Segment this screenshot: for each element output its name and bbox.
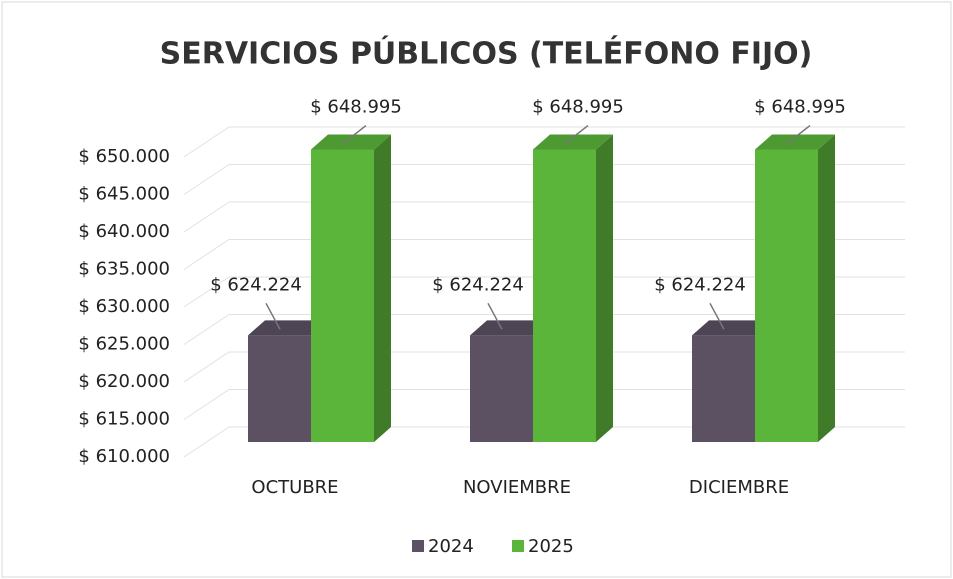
legend-swatch (412, 540, 424, 552)
bar (470, 335, 533, 442)
grid-line (183, 126, 905, 158)
x-tick-label: NOVIEMBRE (463, 477, 571, 498)
data-label: $ 624.224 (210, 274, 302, 295)
y-tick-label: $ 635.000 (78, 259, 170, 280)
bar-side (374, 134, 391, 442)
grid-line (183, 201, 905, 233)
bar-top (248, 320, 328, 336)
bar-side (596, 134, 613, 442)
leader-line (265, 302, 281, 330)
grid-line (183, 239, 905, 270)
leader-line (487, 302, 503, 330)
x-tick-label: DICIEMBRE (689, 477, 789, 498)
legend-label: 2025 (528, 536, 574, 557)
y-tick-label: $ 615.000 (78, 409, 170, 430)
y-tick-label: $ 630.000 (78, 296, 170, 317)
data-label: $ 648.995 (754, 97, 846, 118)
leader-line (709, 302, 725, 330)
bar (692, 335, 755, 442)
leader-line (564, 124, 589, 145)
legend-label: 2024 (428, 536, 474, 557)
bar-top (311, 134, 391, 150)
leader-line (786, 124, 811, 145)
grid-line (183, 351, 905, 383)
y-tick-label: $ 640.000 (78, 221, 170, 242)
bar (311, 149, 374, 442)
y-tick-label: $ 620.000 (78, 371, 170, 392)
grid-line (183, 276, 905, 308)
legend-swatch (512, 540, 524, 552)
grid-line (183, 314, 905, 345)
grid-line (183, 164, 905, 195)
bar-top (533, 134, 613, 150)
data-label: $ 648.995 (532, 97, 624, 118)
bar-top (470, 320, 550, 336)
bar-side (818, 134, 835, 442)
x-tick-label: OCTUBRE (251, 477, 338, 498)
bar-top (755, 134, 835, 150)
y-tick-label: $ 610.000 (78, 446, 170, 467)
bar (755, 149, 818, 442)
data-label: $ 624.224 (654, 274, 746, 295)
chart-title: SERVICIOS PÚBLICOS (TELÉFONO FIJO) (160, 35, 813, 72)
y-tick-label: $ 650.000 (78, 146, 170, 167)
bar-top (692, 320, 772, 336)
leader-line (342, 124, 367, 145)
grid-line (183, 389, 905, 420)
y-tick-label: $ 625.000 (78, 334, 170, 355)
bar (533, 149, 596, 442)
bar (248, 335, 311, 442)
data-label: $ 648.995 (310, 97, 402, 118)
grid-line (183, 426, 905, 458)
data-label: $ 624.224 (432, 274, 524, 295)
y-tick-label: $ 645.000 (78, 184, 170, 205)
